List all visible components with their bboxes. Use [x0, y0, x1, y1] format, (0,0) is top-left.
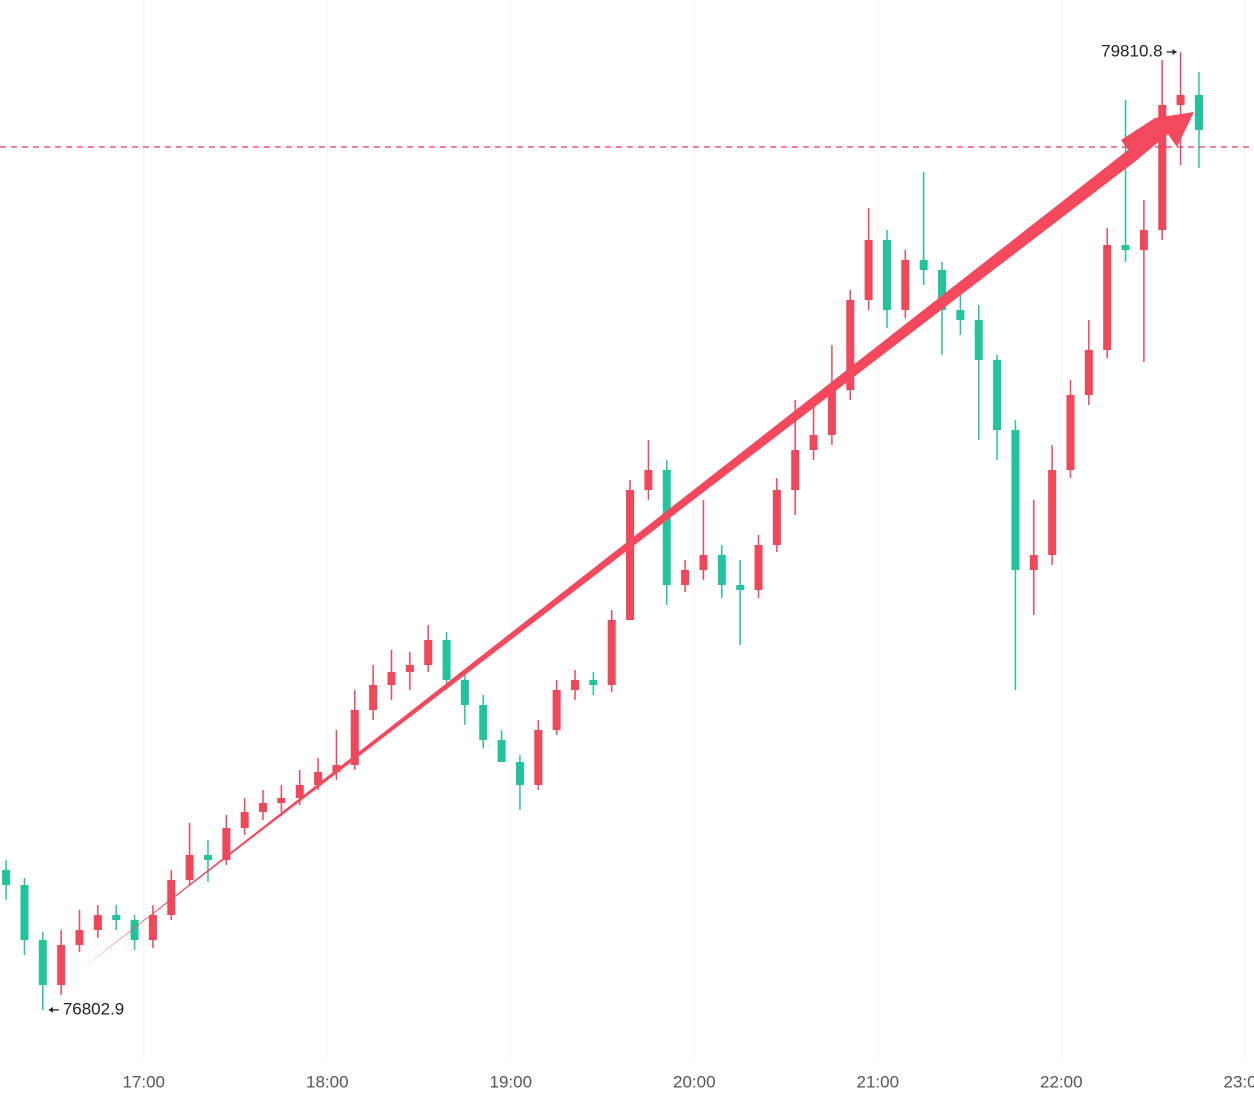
candle-body	[295, 785, 304, 798]
x-tick-label: 18:00	[306, 1072, 349, 1091]
trend-arrow	[80, 112, 1194, 970]
candle-body	[827, 390, 836, 435]
candle-body	[148, 915, 157, 940]
candle-body	[1103, 245, 1112, 350]
candle-body	[754, 545, 763, 590]
candle-body	[974, 320, 983, 360]
candle-body	[681, 570, 690, 585]
candle-body	[497, 740, 506, 763]
high-label: 79810.8	[1101, 41, 1162, 60]
candle-body	[1121, 245, 1130, 250]
candle-body	[534, 730, 543, 785]
candle-body	[699, 555, 708, 570]
candle-body	[240, 812, 249, 828]
candle-body	[1066, 395, 1075, 470]
candle-body	[938, 270, 947, 310]
x-tick-label: 23:00	[1224, 1072, 1254, 1091]
candle-body	[405, 665, 414, 673]
candle-body	[662, 470, 671, 585]
high-pointer-head	[1172, 48, 1177, 55]
candle-body	[314, 772, 323, 785]
candle-body	[626, 490, 635, 620]
candle-body	[185, 855, 194, 880]
candle-body	[1194, 95, 1203, 130]
candle-body	[846, 300, 855, 390]
candle-body	[1139, 230, 1148, 250]
candle-body	[222, 827, 231, 860]
candle-body	[1011, 430, 1020, 570]
candle-body	[93, 915, 102, 930]
candle-body	[332, 765, 341, 773]
candle-body	[350, 710, 359, 765]
candle-body	[460, 680, 469, 705]
candle-body	[112, 915, 121, 920]
x-tick-label: 22:00	[1040, 1072, 1083, 1091]
candle-body	[167, 880, 176, 915]
candle-body	[479, 705, 488, 740]
candle-body	[717, 555, 726, 585]
low-label: 76802.9	[63, 999, 124, 1018]
candle-body	[515, 762, 524, 785]
candle-body	[589, 680, 598, 685]
candle-body	[736, 585, 745, 590]
candle-body	[1158, 105, 1167, 230]
candle-body	[369, 685, 378, 710]
x-tick-label: 17:00	[122, 1072, 165, 1091]
x-tick-label: 19:00	[490, 1072, 533, 1091]
candle-body	[130, 920, 139, 940]
candle-body	[552, 690, 561, 730]
candle-body	[1084, 350, 1093, 395]
candle-body	[75, 930, 84, 945]
low-pointer-head	[48, 1006, 53, 1013]
candle-body	[387, 672, 396, 685]
candle-body	[864, 240, 873, 300]
candle-body	[993, 360, 1002, 430]
candle-body	[791, 450, 800, 490]
x-tick-label: 21:00	[857, 1072, 900, 1091]
candle-body	[2, 870, 11, 885]
candle-body	[38, 940, 47, 985]
candle-body	[1029, 555, 1038, 570]
candle-body	[203, 855, 212, 860]
candle-body	[57, 945, 66, 985]
candle-body	[607, 620, 616, 685]
x-tick-label: 20:00	[673, 1072, 716, 1091]
candle-body	[571, 680, 580, 690]
candle-body	[1176, 95, 1185, 105]
candle-body	[277, 797, 286, 803]
candle-body	[901, 260, 910, 310]
candle-body	[882, 240, 891, 310]
candle-body	[956, 310, 965, 320]
candle-body	[424, 640, 433, 665]
candle-body	[809, 435, 818, 450]
candle-body	[772, 490, 781, 545]
candle-body	[20, 885, 29, 940]
candle-body	[1048, 470, 1057, 555]
candle-body	[259, 802, 268, 813]
candle-body	[644, 470, 653, 490]
candle-body	[442, 640, 451, 680]
candle-body	[919, 260, 928, 270]
